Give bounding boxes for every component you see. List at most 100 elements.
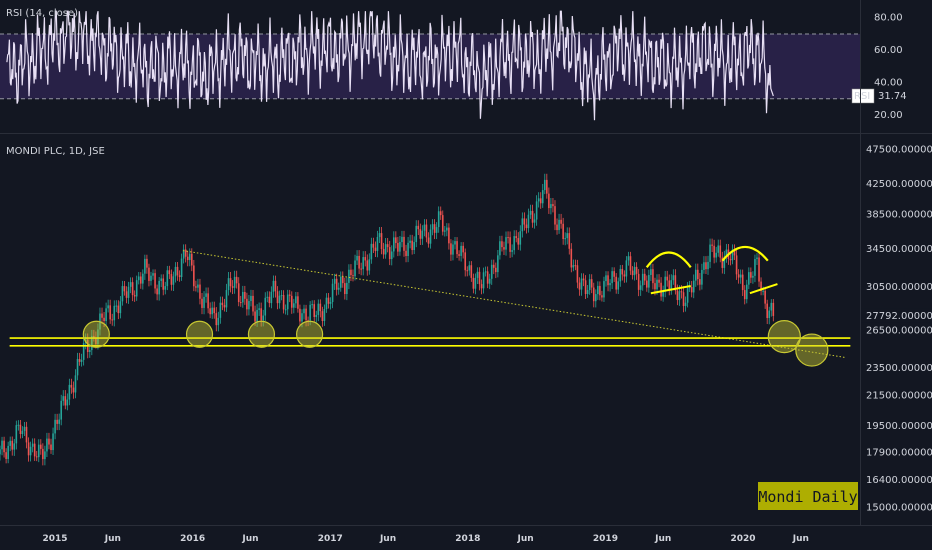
candle: [513, 230, 515, 255]
candle: [546, 173, 548, 199]
watermark-badge: [758, 482, 858, 510]
candle: [721, 251, 724, 274]
candle: [233, 270, 236, 294]
candle: [578, 277, 581, 296]
candle: [144, 254, 146, 280]
price-tick-label: 47500.00000: [866, 144, 932, 155]
candle: [388, 240, 391, 266]
candle: [623, 270, 626, 283]
candle: [692, 274, 695, 299]
candle: [50, 438, 52, 454]
candle: [511, 244, 513, 258]
time-tick-label: Jun: [792, 534, 809, 544]
candle: [260, 302, 262, 327]
candle: [335, 273, 338, 296]
candle: [146, 254, 148, 274]
candle: [568, 227, 571, 255]
time-tick-label: 2015: [43, 534, 68, 544]
candle: [117, 300, 120, 320]
candle: [621, 264, 624, 281]
candle: [286, 289, 289, 316]
rsi-panel[interactable]: 80.00 60.00 40.00 20.00 RSI 31.74 RSI (14, …: [0, 8, 907, 121]
candle: [484, 266, 487, 277]
time-axis: 2015 Jun 2016 Jun 2017 Jun 2018 Jun 2019 Jun 2020 J…: [43, 534, 809, 544]
candle: [476, 267, 479, 285]
candle: [48, 432, 50, 450]
candle: [739, 269, 742, 284]
price-panel-title: MONDI PLC, 1D, JSE: [6, 146, 105, 157]
candle: [588, 274, 591, 295]
candle: [431, 219, 434, 236]
candle: [505, 231, 507, 256]
candle: [697, 263, 699, 286]
candle: [64, 390, 67, 410]
candle: [23, 421, 26, 436]
right-neck-line: [749, 283, 778, 295]
price-tick-label: 16400.00000: [866, 475, 932, 486]
price-tick-label: 38500.00000: [866, 210, 932, 221]
candle: [366, 254, 369, 276]
last-price-tag-value: 27792.00000: [866, 311, 932, 322]
candle: [105, 302, 107, 327]
price-tick-label: 15000.00000: [866, 502, 932, 513]
price-tick-label: 19500.00000: [866, 421, 932, 432]
candle: [231, 280, 234, 295]
candle: [448, 223, 450, 250]
candle: [405, 244, 407, 263]
candle: [521, 212, 524, 238]
candle: [62, 390, 65, 406]
candle: [44, 445, 46, 466]
candle: [658, 274, 660, 288]
candle: [748, 267, 750, 290]
candle: [745, 279, 748, 304]
time-tick-label: Jun: [654, 534, 671, 544]
candle: [613, 267, 615, 282]
candle: [19, 420, 22, 439]
candle: [478, 267, 481, 291]
rsi-value-tag: RSI 31.74: [851, 88, 907, 104]
candle: [178, 270, 181, 282]
candle: [27, 437, 30, 462]
candle: [376, 230, 379, 258]
candle: [684, 296, 687, 312]
candle: [501, 235, 503, 252]
candle: [401, 230, 403, 248]
candle: [115, 300, 118, 313]
candle: [284, 304, 287, 315]
candle: [72, 381, 75, 399]
candle: [266, 291, 269, 303]
candle: [517, 232, 520, 250]
candle: [166, 265, 169, 291]
candle: [205, 287, 207, 303]
candle: [582, 273, 585, 287]
candle: [282, 290, 285, 314]
candle: [527, 208, 530, 233]
candle: [590, 274, 593, 294]
price-panel[interactable]: 47500.00000 42500.00000 38500.00000 34500.0…: [0, 144, 932, 513]
support-touch-circle: [296, 320, 324, 348]
candle: [386, 238, 389, 253]
candle: [174, 262, 177, 283]
candle: [574, 259, 577, 271]
candle: [356, 250, 358, 266]
candle: [701, 263, 703, 290]
candle: [662, 285, 664, 302]
candle: [101, 307, 103, 325]
left-neck-line: [650, 285, 691, 295]
candle: [93, 329, 95, 342]
candle: [66, 393, 69, 411]
candle: [123, 280, 126, 296]
time-tick-label: 2016: [180, 534, 205, 544]
candle: [162, 274, 165, 296]
candle: [29, 441, 32, 462]
rsi-value-tag-label: RSI: [854, 91, 870, 102]
candle: [509, 231, 511, 258]
candle: [464, 248, 467, 277]
candle: [503, 241, 505, 255]
candle: [772, 299, 775, 322]
candle: [352, 269, 354, 282]
candle: [390, 245, 393, 266]
candle: [21, 426, 24, 439]
candle: [564, 232, 566, 246]
